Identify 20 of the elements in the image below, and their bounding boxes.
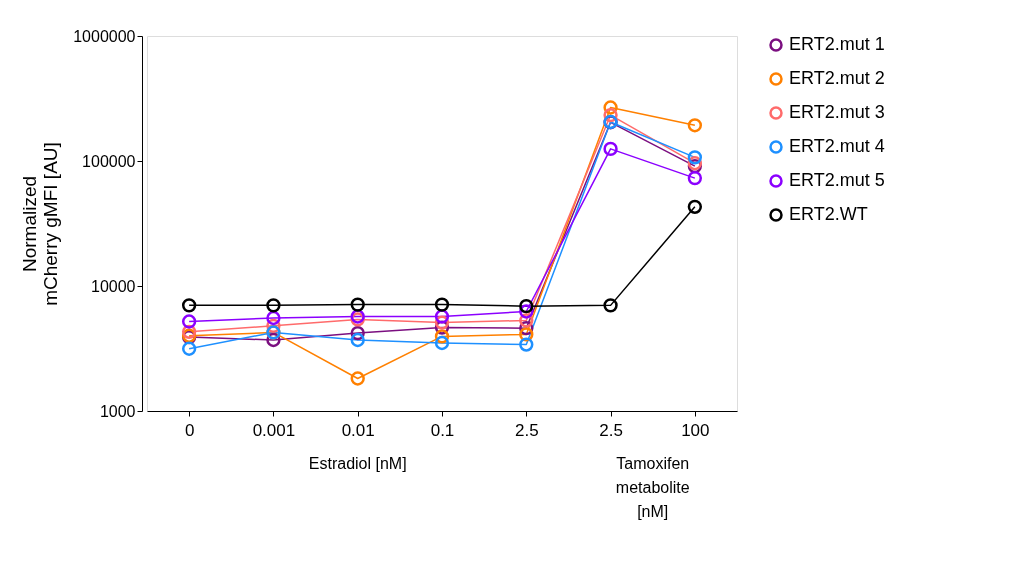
y-tick-label: 1000000 bbox=[73, 27, 136, 45]
x-tick-label: 0.1 bbox=[430, 420, 455, 440]
legend-label: ERT2.mut 4 bbox=[789, 136, 885, 156]
y-axis-title: Normalized mCherry gMFI [AU] bbox=[19, 142, 62, 306]
x-tick-label: 0.001 bbox=[252, 420, 296, 440]
x-tick-label: 0 bbox=[184, 420, 195, 440]
legend-label: ERT2.WT bbox=[789, 204, 868, 224]
y-tick-label: 10000 bbox=[91, 277, 136, 295]
x-axis-title: Estradiol [nM] bbox=[308, 455, 407, 472]
legend-label: ERT2.mut 5 bbox=[789, 170, 885, 190]
y-tick-label: 1000 bbox=[99, 402, 136, 420]
text: Tamoxifen metabolite [nM] bbox=[615, 455, 690, 520]
legend-label: ERT2.mut 1 bbox=[789, 34, 885, 54]
x-tick-label: 2.5 bbox=[514, 420, 539, 440]
legend-label: ERT2.mut 2 bbox=[789, 68, 885, 88]
legend-label: ERT2.mut 3 bbox=[789, 102, 885, 122]
x-tick-label: 2.5 bbox=[599, 420, 623, 440]
x-tick-label: 0.01 bbox=[341, 420, 375, 440]
x-tick-label: 100 bbox=[681, 420, 710, 440]
y-tick-label: 100000 bbox=[82, 152, 136, 170]
